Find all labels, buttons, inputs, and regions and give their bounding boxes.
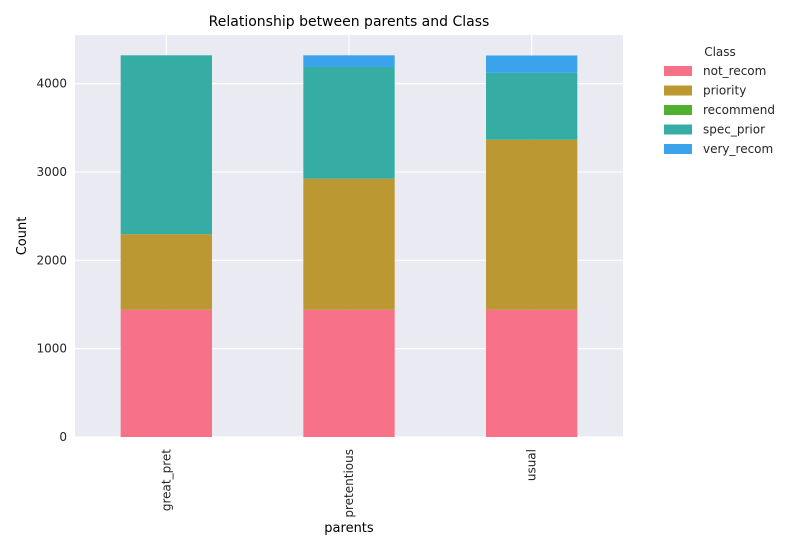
legend-swatch-not_recom [664,66,692,76]
bar-not_recom-great_pret [120,309,212,437]
bar-not_recom-pretentious [303,309,395,437]
bar-very_recom-usual [486,55,578,73]
legend-label-recommend: recommend [703,103,775,117]
legend-label-very_recom: very_recom [703,142,773,156]
x-tick-labels: great_pret pretentious usual [159,449,538,518]
legend-swatch-priority [664,85,692,96]
legend-swatch-very_recom [664,144,692,154]
bar-spec_prior-usual [486,72,578,140]
legend-label-spec_prior: spec_prior [703,123,765,137]
y-tick-label: 2000 [36,253,67,267]
x-axis-label: parents [324,521,374,536]
bar-priority-usual [486,139,578,310]
x-tick-label: great_pret [159,449,173,511]
y-tick-label: 3000 [36,165,67,179]
bar-spec_prior-great_pret [120,55,212,235]
legend-swatch-spec_prior [664,124,692,135]
y-tick-label: 4000 [36,77,67,91]
y-tick-label: 1000 [36,342,67,356]
y-axis-label: Count [15,217,30,256]
bar-spec_prior-pretentious [303,66,395,179]
bars [120,55,578,437]
bar-priority-great_pret [120,234,212,310]
legend-swatch-recommend [664,105,692,115]
chart-title: Relationship between parents and Class [209,14,490,30]
y-tick-labels: 0 1000 2000 3000 4000 [36,77,67,444]
legend-label-not_recom: not_recom [703,64,766,78]
legend: Class not_recom priority recommend spec_pri… [664,45,775,156]
x-tick-label: usual [525,449,539,481]
bar-very_recom-pretentious [303,55,395,67]
legend-title: Class [704,45,736,59]
bar-priority-pretentious [303,178,395,310]
y-tick-label: 0 [59,430,67,444]
x-tick-label: pretentious [342,449,356,518]
legend-label-priority: priority [703,84,746,98]
bar-not_recom-usual [486,309,578,437]
